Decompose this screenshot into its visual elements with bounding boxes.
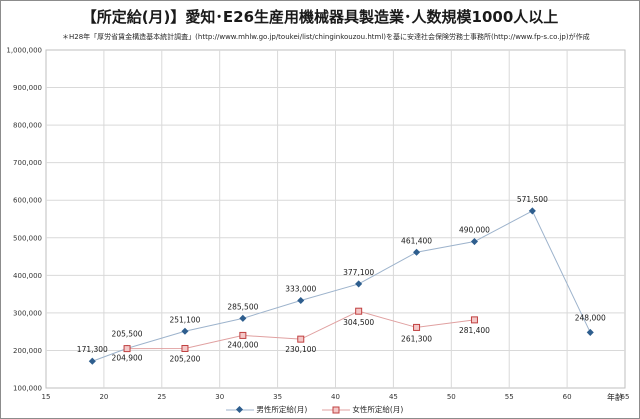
x-tick-label: 50 (447, 393, 456, 401)
data-point-female (239, 331, 247, 339)
data-label: 281,400 (459, 326, 490, 335)
y-tick-label: 100,000 (13, 385, 42, 393)
data-label: 461,400 (401, 236, 432, 245)
x-tick-label: 40 (331, 393, 340, 401)
data-label: 285,500 (227, 302, 258, 311)
x-axis-label: 年齢 (607, 393, 623, 402)
y-tick-label: 700,000 (13, 159, 42, 167)
data-label: 571,500 (517, 195, 548, 204)
data-label: 205,200 (169, 354, 200, 363)
y-tick-label: 200,000 (13, 347, 42, 355)
legend-item-male: 男性所定給(月) (226, 404, 307, 415)
data-point-female (297, 335, 305, 343)
data-point-female (355, 307, 363, 315)
data-point-male (586, 328, 594, 336)
x-tick-label: 45 (389, 393, 398, 401)
x-tick-label: 35 (273, 393, 282, 401)
x-tick-label: 30 (215, 393, 224, 401)
data-point-male (239, 314, 247, 322)
y-tick-label: 900,000 (13, 84, 42, 92)
x-tick-label: 60 (563, 393, 572, 401)
data-point-female (470, 316, 478, 324)
x-tick-label: 15 (42, 393, 51, 401)
y-tick-label: 400,000 (13, 272, 42, 280)
data-point-male (297, 296, 305, 305)
legend-item-female: 女性所定給(月) (322, 404, 403, 415)
data-point-male (470, 237, 478, 246)
data-label: 377,100 (343, 268, 374, 277)
y-tick-label: 800,000 (13, 122, 42, 130)
legend-swatch-male (226, 406, 254, 414)
gridlines (46, 50, 625, 388)
data-point-male (88, 357, 96, 365)
axis-ticks: 100,000 200,000 300,000 400,000 500,000 600,0… (6, 47, 629, 402)
x-tick-label: 20 (99, 393, 108, 401)
series-lines (88, 207, 594, 365)
data-label: 251,100 (169, 315, 200, 324)
data-label: 261,300 (401, 334, 432, 343)
x-tick-label: 55 (505, 393, 514, 401)
data-label: 248,000 (575, 313, 606, 322)
legend-label-male: 男性所定給(月) (256, 405, 308, 414)
data-label: 171,300 (77, 345, 108, 354)
data-point-male (355, 280, 363, 288)
data-label: 490,000 (459, 226, 490, 235)
data-label: 205,500 (112, 329, 143, 338)
y-tick-label: 600,000 (13, 197, 42, 205)
data-labels: 171,300 205,500 251,100 285,500 333,000 377,1… (77, 195, 606, 364)
data-point-female (123, 345, 131, 353)
legend-swatch-female (322, 406, 350, 414)
y-tick-label: 1,000,000 (6, 47, 42, 55)
data-point-female (413, 323, 421, 331)
data-label: 240,000 (227, 340, 258, 349)
x-tick-label: 25 (157, 393, 166, 401)
data-label: 204,900 (112, 354, 143, 363)
y-tick-label: 500,000 (13, 234, 42, 242)
data-point-male (413, 248, 421, 256)
x-tick-label: 65 (621, 393, 630, 401)
data-label: 333,000 (285, 284, 316, 293)
data-point-male (181, 327, 189, 335)
y-tick-label: 300,000 (13, 309, 42, 317)
data-point-male (528, 207, 536, 215)
legend-label-female: 女性所定給(月) (352, 405, 404, 414)
chart-title: 【所定給(月)】愛知･E26生産用機械器具製造業･人数規模1000人以上 (81, 8, 559, 26)
data-point-female (181, 344, 189, 352)
chart-source-note: ＊H28年「厚労省賃金構造基本統計調査」(http://www.mhlw.go.… (62, 33, 590, 41)
data-label: 304,500 (343, 318, 374, 327)
data-label: 230,100 (285, 345, 316, 354)
series-line-0 (92, 210, 591, 362)
